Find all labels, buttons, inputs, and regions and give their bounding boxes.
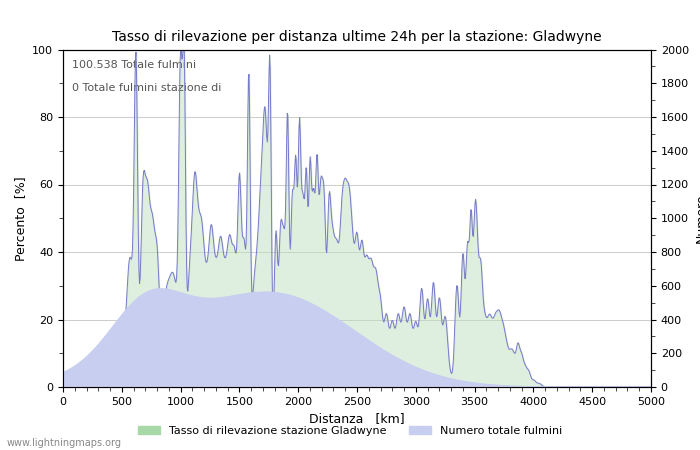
Text: www.lightningmaps.org: www.lightningmaps.org [7, 438, 122, 448]
Text: 100.538 Totale fulmini: 100.538 Totale fulmini [72, 59, 196, 70]
X-axis label: Distanza   [km]: Distanza [km] [309, 412, 405, 425]
Legend: Tasso di rilevazione stazione Gladwyne, Numero totale fulmini: Tasso di rilevazione stazione Gladwyne, … [134, 421, 566, 440]
Y-axis label: Percento  [%]: Percento [%] [14, 176, 27, 261]
Title: Tasso di rilevazione per distanza ultime 24h per la stazione: Gladwyne: Tasso di rilevazione per distanza ultime… [112, 30, 602, 44]
Text: 0 Totale fulmini stazione di: 0 Totale fulmini stazione di [72, 83, 221, 93]
Y-axis label: Numero: Numero [694, 194, 700, 243]
